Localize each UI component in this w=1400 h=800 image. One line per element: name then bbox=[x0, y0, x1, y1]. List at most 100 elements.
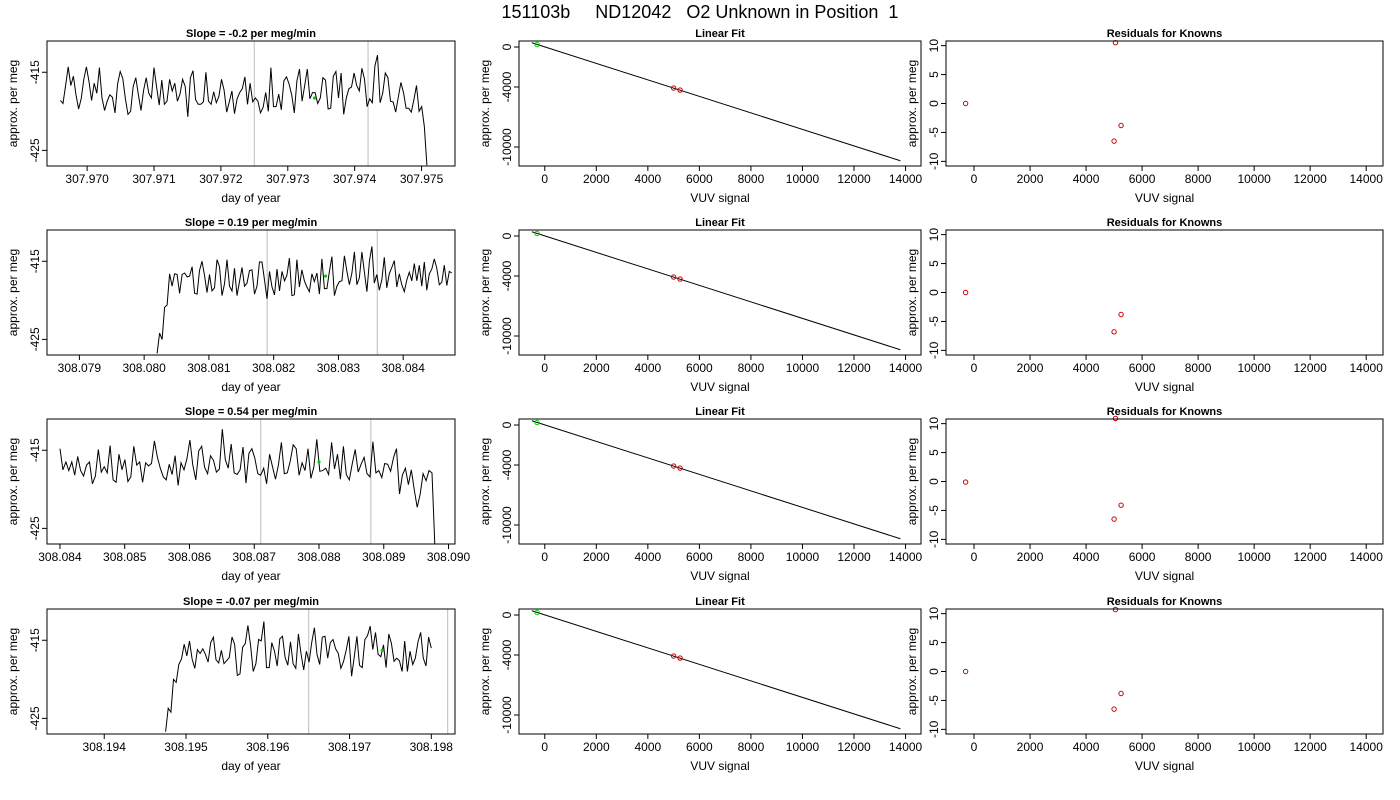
residual-point bbox=[1112, 415, 1119, 422]
x-tick-label: 6000 bbox=[686, 361, 713, 375]
y-tick-label: 0 bbox=[500, 611, 514, 618]
green-marker bbox=[323, 274, 328, 278]
x-tick-label: 0 bbox=[541, 172, 548, 186]
plot-frame bbox=[46, 608, 456, 735]
x-tick-label: 308.195 bbox=[164, 740, 208, 754]
x-tick-label: 14000 bbox=[889, 361, 923, 375]
time-series-panel-3: Slope = 0.54 per meg/min 308.084 308.085 30… bbox=[6, 406, 471, 583]
plot-frame bbox=[46, 229, 456, 356]
time-series-panel-1: Slope = -0.2 per meg/min 307.970 307.971 30… bbox=[6, 28, 456, 205]
plot-frame bbox=[46, 40, 456, 167]
green-point bbox=[534, 419, 540, 426]
plot-area bbox=[531, 419, 901, 540]
x-tick-label: 308.086 bbox=[168, 550, 212, 564]
x-tick-label: 10000 bbox=[1237, 550, 1271, 564]
y-axis-label: approx. per meg bbox=[6, 60, 20, 147]
x-tick-label: 6000 bbox=[1129, 361, 1156, 375]
x-tick-label: 308.196 bbox=[246, 740, 290, 754]
linear-fit-panel-2: Linear Fit 0 2000 4000 6000 8000 10000 12000 140… bbox=[478, 217, 923, 394]
x-tick-label: 307.975 bbox=[400, 172, 444, 186]
green-point bbox=[534, 609, 540, 616]
known-point bbox=[677, 655, 683, 661]
y-tick-label: -5 bbox=[927, 695, 941, 706]
x-tick-label: 2000 bbox=[583, 550, 610, 564]
x-axis-label: VUV signal bbox=[1135, 191, 1194, 205]
y-tick-label: 5 bbox=[927, 639, 941, 646]
fit-line bbox=[531, 420, 901, 540]
x-tick-label: 4000 bbox=[1073, 172, 1100, 186]
y-tick-label: 0 bbox=[500, 421, 514, 428]
y-tick-label: -5 bbox=[927, 505, 941, 516]
plot-area bbox=[531, 230, 901, 351]
plot-frame bbox=[518, 608, 922, 735]
x-tick-label: 308.079 bbox=[58, 361, 102, 375]
x-tick-label: 12000 bbox=[1293, 172, 1327, 186]
x-tick-label: 308.080 bbox=[122, 361, 166, 375]
x-tick-label: 10000 bbox=[1237, 740, 1271, 754]
x-axis-label: VUV signal bbox=[1135, 569, 1194, 583]
y-tick-label: -5 bbox=[927, 127, 941, 138]
panel-title: Residuals for Knowns bbox=[1107, 28, 1223, 40]
plot-area bbox=[60, 41, 428, 166]
x-tick-label: 10000 bbox=[786, 361, 820, 375]
x-tick-label: 8000 bbox=[1185, 172, 1212, 186]
plot-frame bbox=[518, 229, 922, 356]
green-marker bbox=[312, 96, 317, 100]
y-axis-label: approx. per meg bbox=[905, 60, 919, 147]
x-tick-label: 308.083 bbox=[317, 361, 361, 375]
x-tick-label: 0 bbox=[971, 740, 978, 754]
known-point bbox=[670, 653, 677, 659]
x-tick-label: 307.973 bbox=[266, 172, 310, 186]
y-tick-label: 10 bbox=[927, 417, 941, 431]
y-tick-label: 10 bbox=[927, 607, 941, 621]
x-tick-label: 8000 bbox=[1185, 361, 1212, 375]
y-tick-label: -425 bbox=[28, 516, 42, 540]
known-point bbox=[677, 276, 683, 282]
y-tick-label: -10 bbox=[927, 152, 941, 170]
y-tick-label: -425 bbox=[28, 138, 42, 162]
known-point bbox=[677, 465, 683, 471]
plot-area bbox=[165, 609, 449, 734]
x-tick-label: 6000 bbox=[686, 172, 713, 186]
y-tick-label: 0 bbox=[500, 43, 514, 50]
x-tick-label: 14000 bbox=[889, 740, 923, 754]
x-tick-label: 4000 bbox=[634, 740, 661, 754]
x-tick-label: 14000 bbox=[1350, 740, 1384, 754]
x-axis-label: day of year bbox=[221, 759, 280, 773]
x-tick-label: 4000 bbox=[634, 550, 661, 564]
x-tick-label: 10000 bbox=[786, 172, 820, 186]
x-tick-label: 6000 bbox=[686, 550, 713, 564]
page-title: 151103b ND12042 O2 Unknown in Position 1 bbox=[501, 2, 899, 22]
fit-line bbox=[531, 610, 901, 730]
x-tick-label: 10000 bbox=[786, 740, 820, 754]
plot-area bbox=[531, 41, 901, 162]
series-line bbox=[60, 54, 428, 166]
y-tick-label: 0 bbox=[927, 289, 941, 296]
x-tick-label: 8000 bbox=[738, 361, 765, 375]
y-tick-label: -4000 bbox=[500, 71, 514, 102]
y-tick-label: 0 bbox=[927, 100, 941, 107]
x-tick-label: 8000 bbox=[738, 740, 765, 754]
green-marker bbox=[380, 648, 384, 653]
x-tick-label: 4000 bbox=[1073, 550, 1100, 564]
residual-point bbox=[962, 479, 969, 485]
plot-frame bbox=[945, 229, 1384, 356]
plot-area bbox=[59, 419, 436, 544]
known-point bbox=[670, 463, 677, 469]
plot-frame bbox=[46, 418, 456, 545]
y-axis-label: approx. per meg bbox=[905, 438, 919, 525]
x-tick-label: 2000 bbox=[583, 172, 610, 186]
x-tick-label: 308.197 bbox=[328, 740, 372, 754]
linear-fit-panel-3: Linear Fit 0 2000 4000 6000 8000 10000 12000 140… bbox=[478, 406, 923, 583]
x-tick-label: 6000 bbox=[686, 740, 713, 754]
x-tick-label: 2000 bbox=[1017, 172, 1044, 186]
x-tick-label: 307.970 bbox=[65, 172, 109, 186]
x-tick-label: 308.081 bbox=[187, 361, 231, 375]
x-tick-label: 0 bbox=[971, 550, 978, 564]
x-tick-label: 0 bbox=[541, 550, 548, 564]
y-tick-label: -4000 bbox=[500, 639, 514, 670]
x-tick-label: 6000 bbox=[1129, 740, 1156, 754]
x-tick-label: 2000 bbox=[583, 361, 610, 375]
x-tick-label: 0 bbox=[971, 172, 978, 186]
